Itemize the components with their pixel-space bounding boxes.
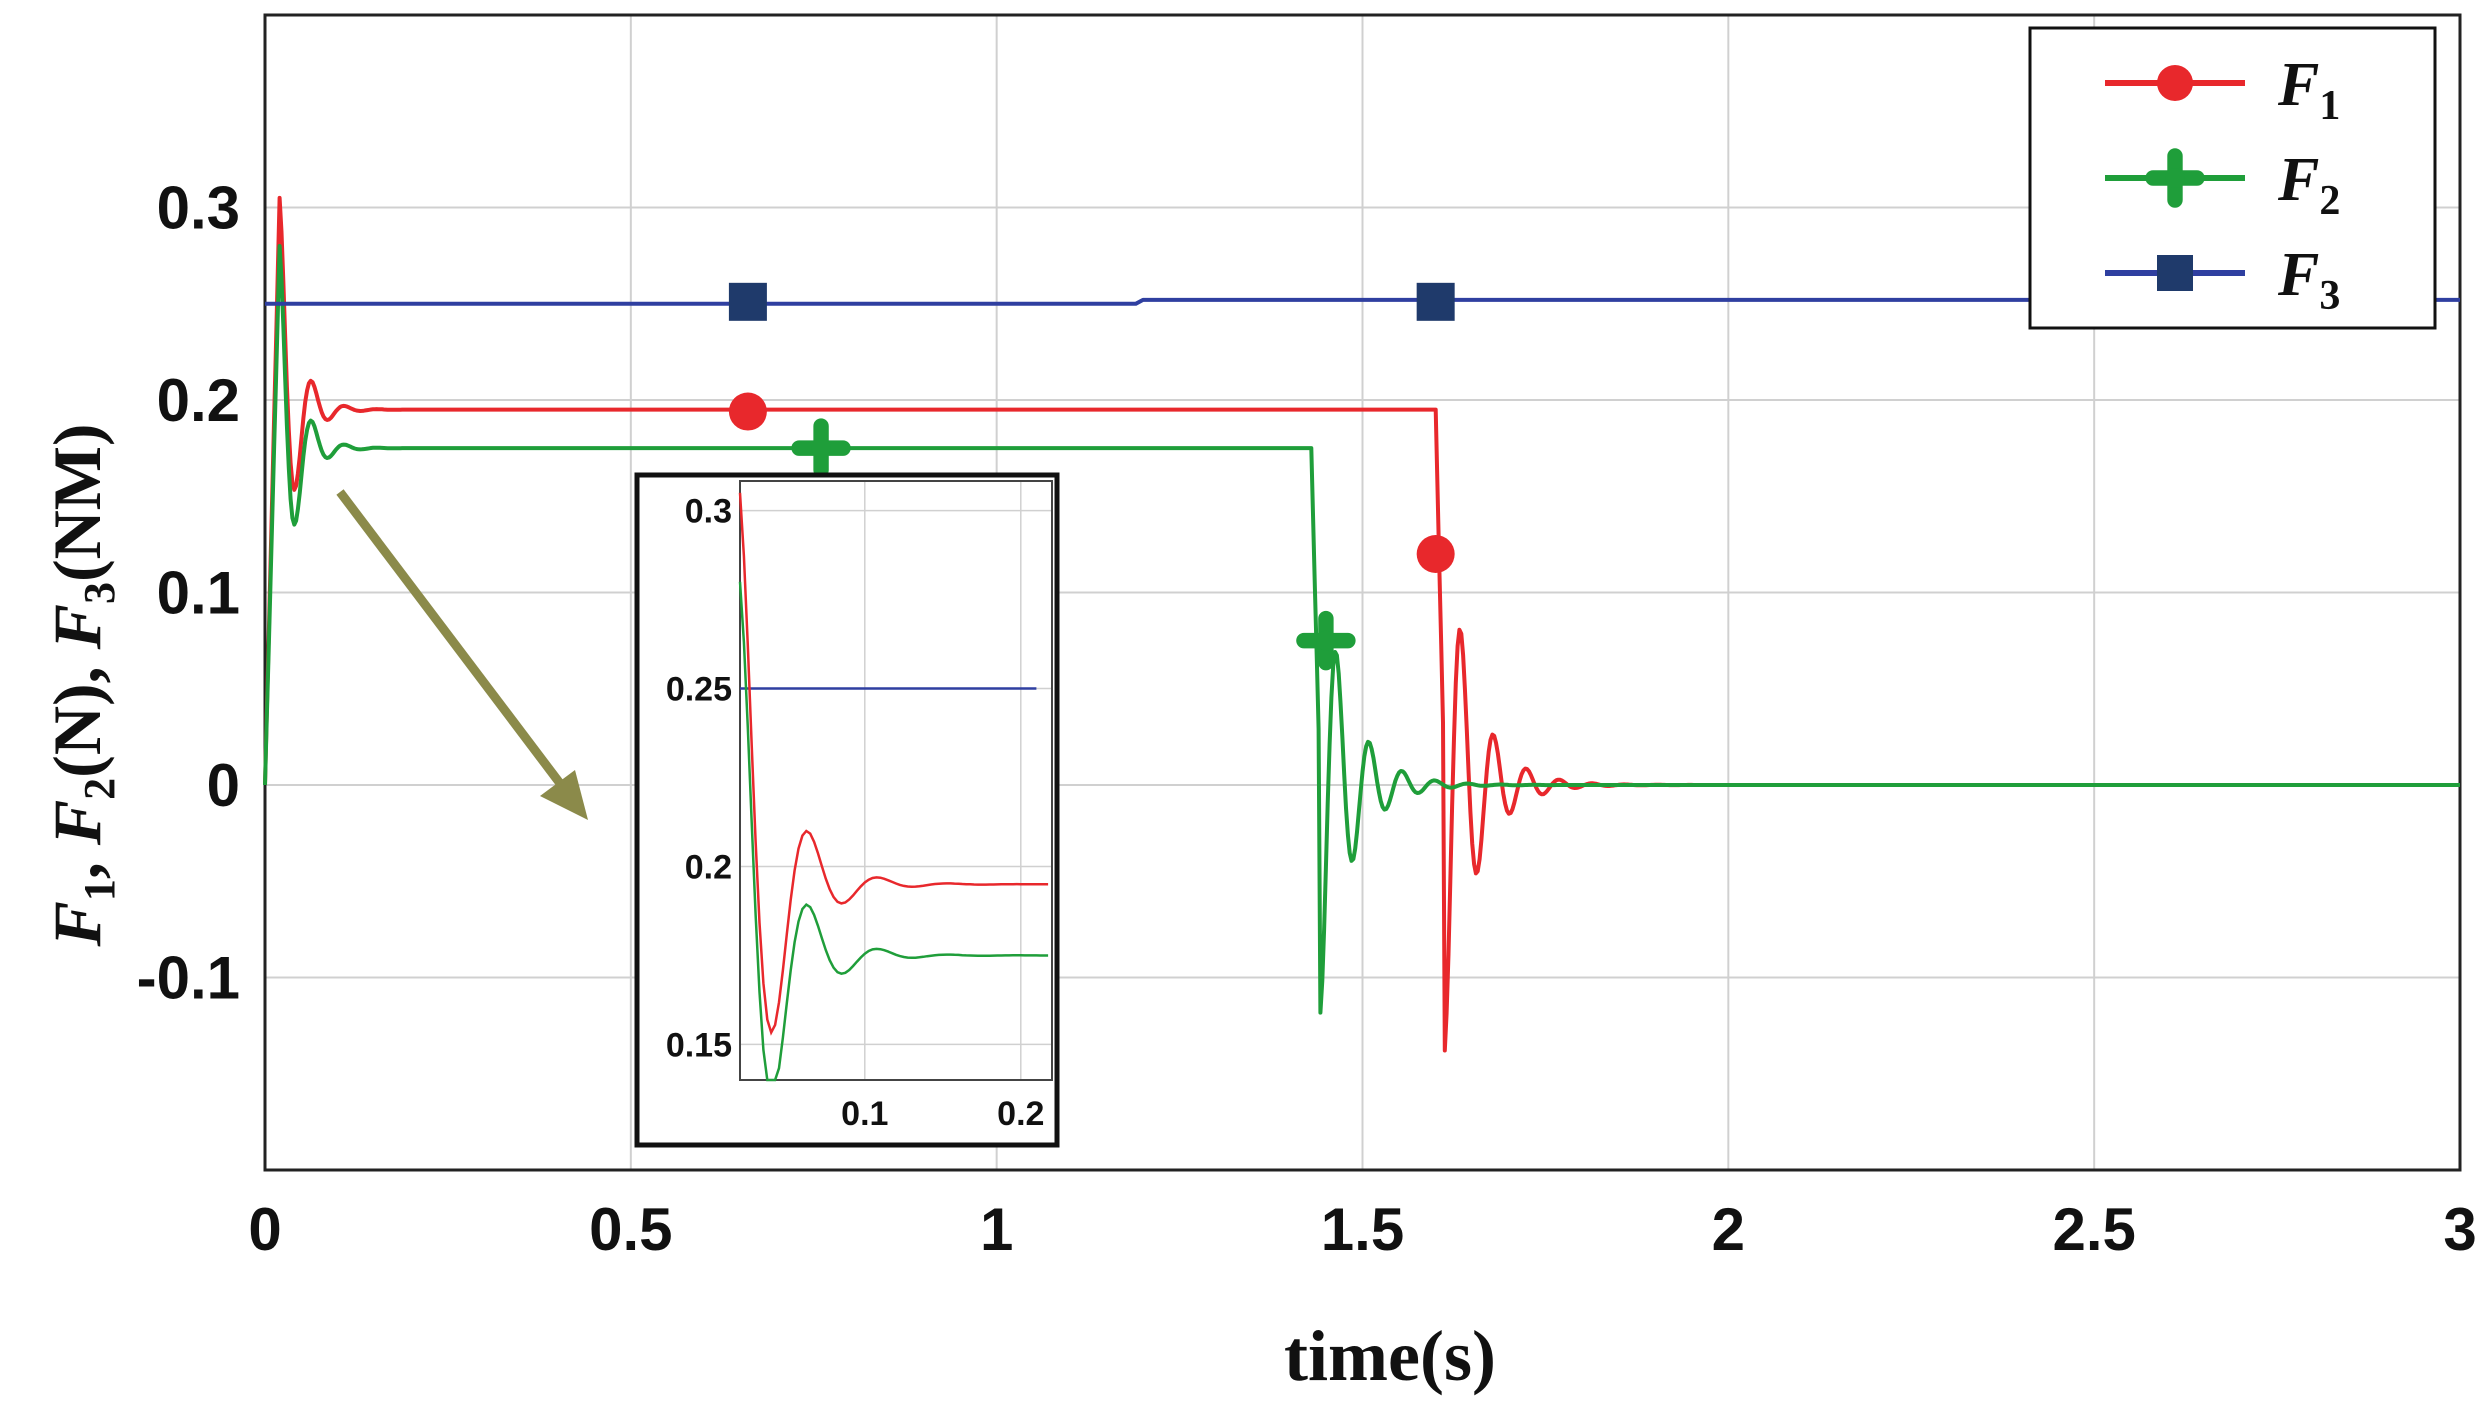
inset-line-f1 — [738, 492, 1049, 1036]
marker-f3 — [1416, 282, 1455, 321]
inset-y-tick-label: 0.15 — [666, 1026, 732, 1064]
legend-label-f3: F3 — [2277, 241, 2340, 319]
x-tick-label: 1 — [980, 1196, 1013, 1263]
legend: F1 F2 F3 — [2028, 26, 2437, 330]
y-tick-label: -0.1 — [137, 945, 240, 1012]
axes — [263, 13, 2462, 1172]
inset-plot: 0.1 0.2 0.15 0.2 0.25 0.3 — [634, 472, 1060, 1148]
legend-marker-f2-core — [2165, 168, 2185, 188]
y-tick-label: 0 — [207, 752, 240, 819]
series-markers — [728, 282, 1455, 671]
inset-line-f2 — [738, 581, 1049, 1082]
x-tick-label: 2.5 — [2052, 1196, 2135, 1263]
marker-f3 — [728, 282, 767, 321]
tick-labels: 0 0.5 1 1.5 2 2.5 3 -0.1 0 0.1 0.2 0.3 — [137, 175, 2477, 1264]
arrow-shaft — [336, 489, 569, 793]
marker-f2-core — [1316, 630, 1336, 651]
zoom-arrow — [336, 489, 588, 820]
x-tick-label: 0.5 — [589, 1196, 672, 1263]
inset-frame — [634, 472, 1060, 1148]
inset-axes — [739, 480, 1053, 1081]
legend-label-f1: F1 — [2277, 51, 2340, 129]
x-tick-label: 2 — [1712, 1196, 1745, 1263]
legend-marker-f3 — [2157, 255, 2193, 291]
plot-frame — [263, 13, 2462, 1172]
x-tick-label: 1.5 — [1321, 1196, 1404, 1263]
marker-f2-core — [811, 438, 831, 459]
y-tick-label: 0.2 — [157, 367, 240, 434]
inset-x-tick-label: 0.2 — [997, 1095, 1044, 1133]
y-axis-label: F1, F2(N), F3(NM) — [39, 423, 124, 947]
legend-label-f2: F2 — [2277, 146, 2340, 224]
marker-f1 — [728, 392, 767, 431]
y-tick-label: 0.3 — [157, 175, 240, 242]
series-line-f2 — [263, 244, 2461, 1015]
x-tick-label: 0 — [248, 1196, 281, 1263]
arrow-head — [540, 770, 588, 820]
x-tick-label: 3 — [2443, 1196, 2476, 1263]
inset-y-tick-label: 0.3 — [685, 493, 732, 531]
inset-y-tick-label: 0.2 — [685, 848, 732, 886]
inset-x-tick-label: 0.1 — [841, 1095, 888, 1133]
marker-f1 — [1416, 535, 1455, 573]
inset-y-tick-label: 0.25 — [666, 671, 732, 709]
x-axis-label: time(s) — [1284, 1316, 1496, 1396]
y-tick-label: 0.1 — [157, 560, 240, 627]
legend-marker-f1 — [2157, 65, 2193, 101]
